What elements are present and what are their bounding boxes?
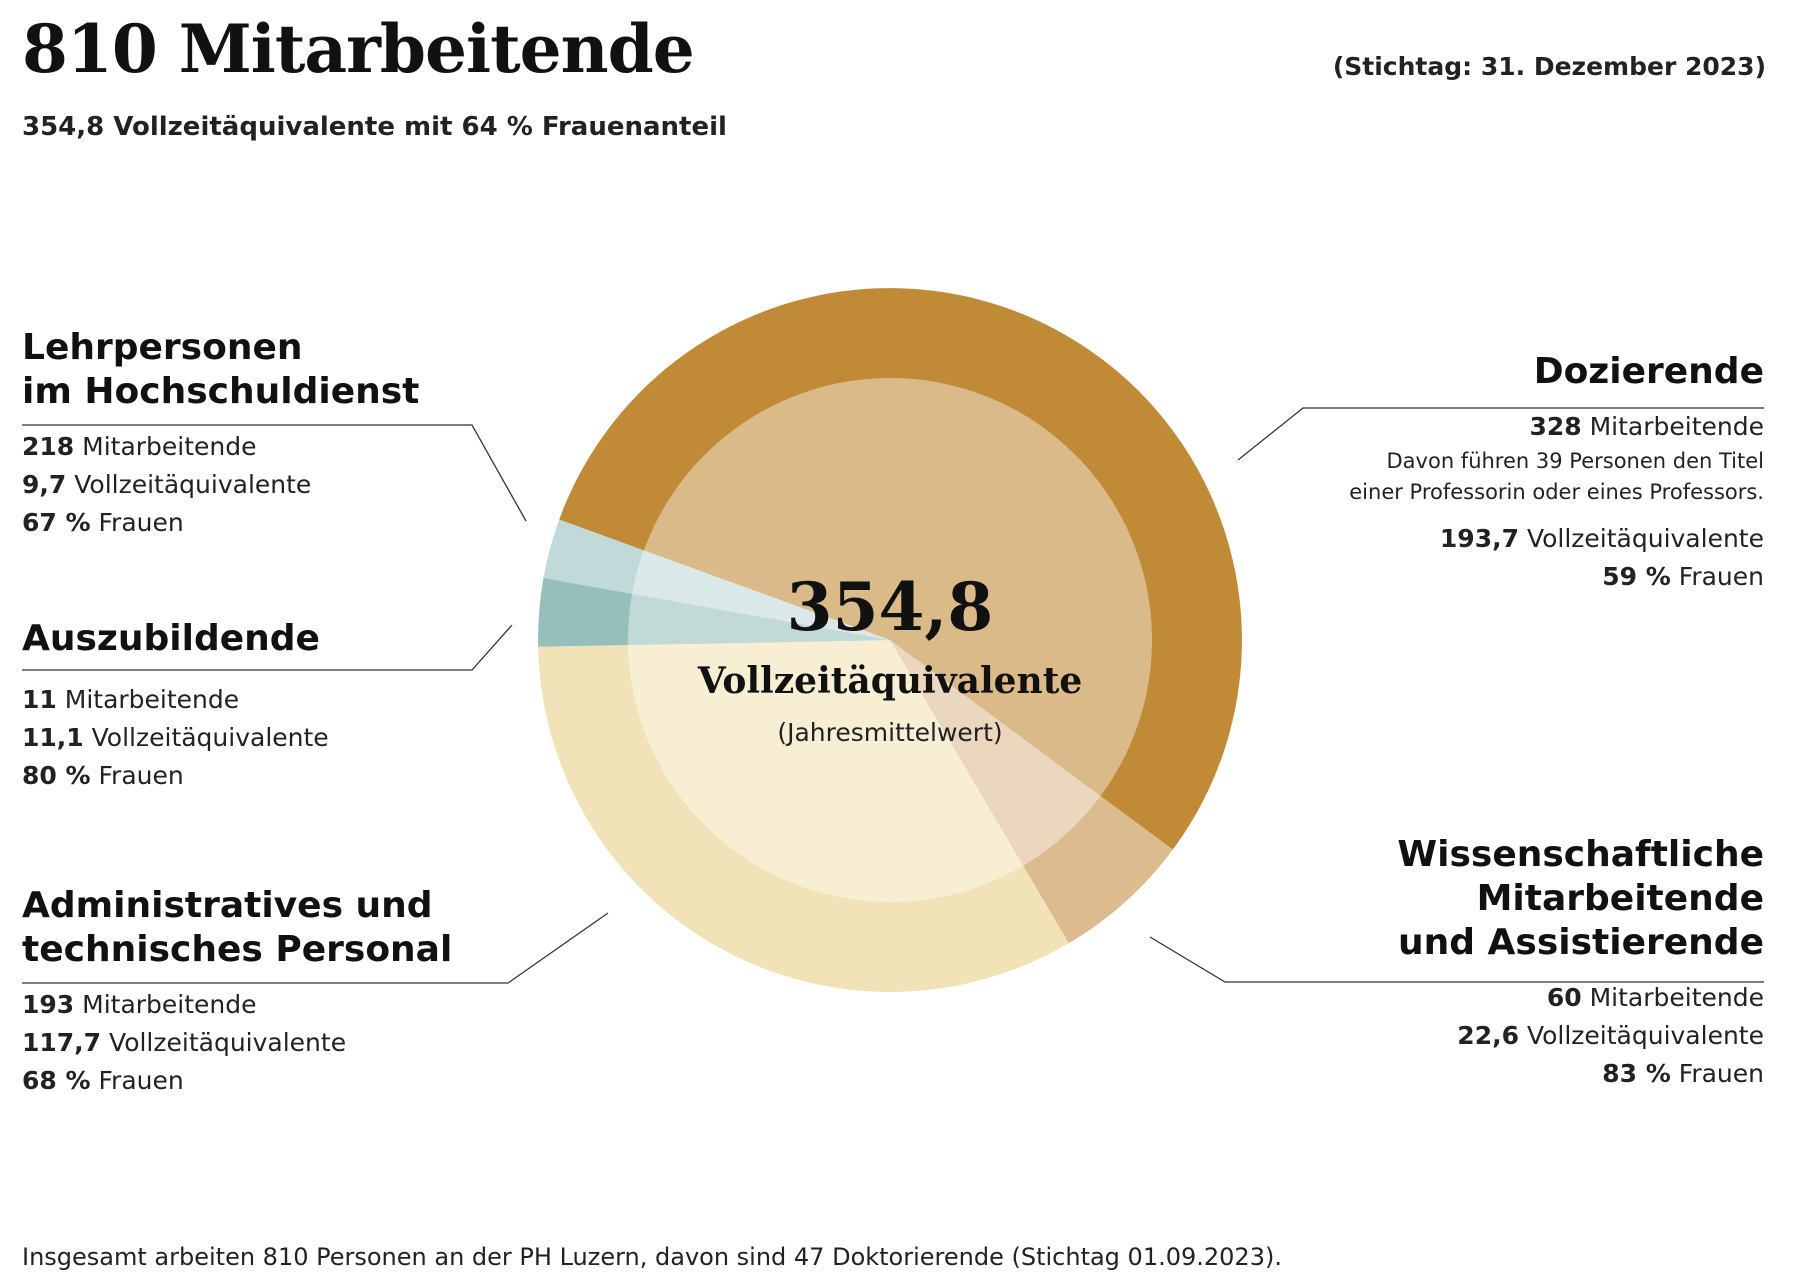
group-auszubildende: Auszubildende 11 Mitarbeitende 11,1 Voll…	[22, 617, 329, 795]
stichtag-note: (Stichtag: 31. Dezember 2023)	[1332, 52, 1766, 81]
inner-wedge-auszubildende	[627, 593, 890, 646]
page-title: 810 Mitarbeitende	[22, 10, 695, 88]
group-title-line: Administratives und	[22, 885, 433, 926]
group-administrative-title: Administratives und technisches Personal	[22, 884, 452, 972]
stat-frauen: 83 % Frauen	[1602, 1059, 1764, 1088]
stat-frauen: 68 % Frauen	[22, 1066, 184, 1095]
inner-wedge-wissenschaftliche	[890, 640, 1101, 866]
stat-mitarbeitende: 218 Mitarbeitende	[22, 432, 257, 461]
stat-vza: 193,7 Vollzeitäquivalente	[1439, 524, 1764, 553]
group-auszubildende-title: Auszubildende	[22, 618, 320, 659]
group-title-line: Mitarbeitende	[1476, 878, 1764, 919]
stat-mitarbeitende: 328 Mitarbeitende	[1529, 412, 1764, 441]
group-title-line: Lehrpersonen	[22, 327, 303, 368]
center-total-label: Vollzeitäquivalente	[697, 660, 1083, 702]
group-lehrpersonen-title: Lehrpersonen im Hochschuldienst	[22, 326, 419, 414]
page-subtitle: 354,8 Vollzeitäquivalente mit 64 % Fraue…	[22, 112, 727, 142]
group-wissenschaftliche-title: Wissenschaftliche Mitarbeitende und Assi…	[1397, 833, 1764, 965]
inner-wedge-highlight-auszubildende	[627, 593, 890, 646]
group-wissenschaftliche: Wissenschaftliche Mitarbeitende und Assi…	[1397, 833, 1764, 1093]
note-professoren: Davon führen 39 Personen den Titel	[1386, 449, 1765, 473]
group-title-line: und Assistierende	[1398, 922, 1764, 963]
leader-line-lehrpersonen	[22, 424, 527, 522]
inner-wedge-highlight-lehrpersonen	[632, 550, 890, 640]
group-dozierende-title: Dozierende	[1533, 351, 1764, 392]
group-administrative: Administratives und technisches Personal…	[22, 884, 452, 1100]
stat-frauen: 59 % Frauen	[1602, 562, 1764, 591]
stat-vza: 117,7 Vollzeitäquivalente	[22, 1028, 347, 1057]
stat-vza: 11,1 Vollzeitäquivalente	[22, 723, 329, 752]
group-dozierende: Dozierende 328 Mitarbeitende Davon führe…	[1349, 350, 1764, 596]
stat-mitarbeitende: 11 Mitarbeitende	[22, 685, 240, 714]
leader-line-dozierende	[1237, 407, 1764, 461]
group-title-line: Wissenschaftliche	[1397, 834, 1764, 875]
stat-frauen: 67 % Frauen	[22, 508, 184, 537]
inner-wedge-highlight-administrative	[628, 640, 1024, 903]
stat-mitarbeitende: 60 Mitarbeitende	[1546, 983, 1764, 1012]
leader-line-auszubildende	[22, 624, 513, 671]
group-lehrpersonen: Lehrpersonen im Hochschuldienst 218 Mita…	[22, 326, 419, 542]
center-total-sub: (Jahresmittelwert)	[777, 718, 1003, 747]
leader-line-wissenschaftliche	[1149, 936, 1764, 983]
stat-frauen: 80 % Frauen	[22, 761, 184, 790]
inner-wedge-administrative	[628, 640, 1024, 903]
inner-wedge-highlight-wissenschaftliche	[890, 640, 1101, 866]
footer-note: Insgesamt arbeiten 810 Personen an der P…	[22, 1243, 1282, 1271]
group-title-line: im Hochschuldienst	[22, 371, 420, 412]
leader-line-administrative	[22, 912, 609, 984]
inner-wedge-dozierende	[643, 378, 1153, 796]
stat-vza: 9,7 Vollzeitäquivalente	[22, 470, 312, 499]
note-professoren: einer Professorin oder eines Professors.	[1349, 480, 1764, 504]
inner-wedge-lehrpersonen	[632, 550, 890, 640]
stat-vza: 22,6 Vollzeitäquivalente	[1457, 1021, 1764, 1050]
center-total-value: 354,8	[786, 568, 994, 646]
inner-wedge-highlight-dozierende	[643, 378, 1153, 796]
group-title-line: technisches Personal	[22, 929, 453, 970]
stat-mitarbeitende: 193 Mitarbeitende	[22, 990, 257, 1019]
